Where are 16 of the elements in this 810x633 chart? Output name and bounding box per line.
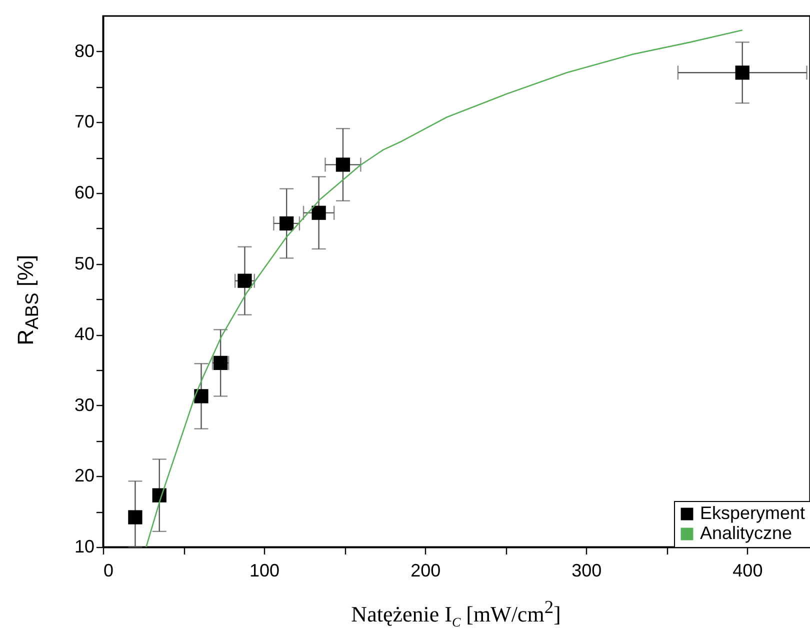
- y-tick-label: 30: [74, 394, 94, 415]
- y-tick-label: 40: [74, 324, 94, 344]
- x-tick-label: 400: [732, 560, 763, 580]
- legend-label: Eksperyment: [700, 503, 806, 523]
- x-axis-title: Natężenie I$_{C}$ [mW/cm$^{2}$]: [351, 597, 561, 631]
- y-tick-label: 50: [74, 253, 94, 274]
- legend-label: Analityczne: [700, 523, 792, 543]
- y-tick-label: 80: [74, 40, 94, 61]
- y-tick-label: 60: [74, 182, 94, 202]
- x-tick-label: 300: [572, 560, 602, 580]
- x-tick-label: 0: [104, 560, 114, 580]
- y-tick-label: 70: [74, 112, 94, 132]
- x-tick-label: 100: [250, 560, 280, 580]
- x-tick-label: 200: [410, 560, 441, 580]
- y-tick-label: 10: [74, 536, 94, 556]
- y-tick-label: 20: [74, 466, 94, 486]
